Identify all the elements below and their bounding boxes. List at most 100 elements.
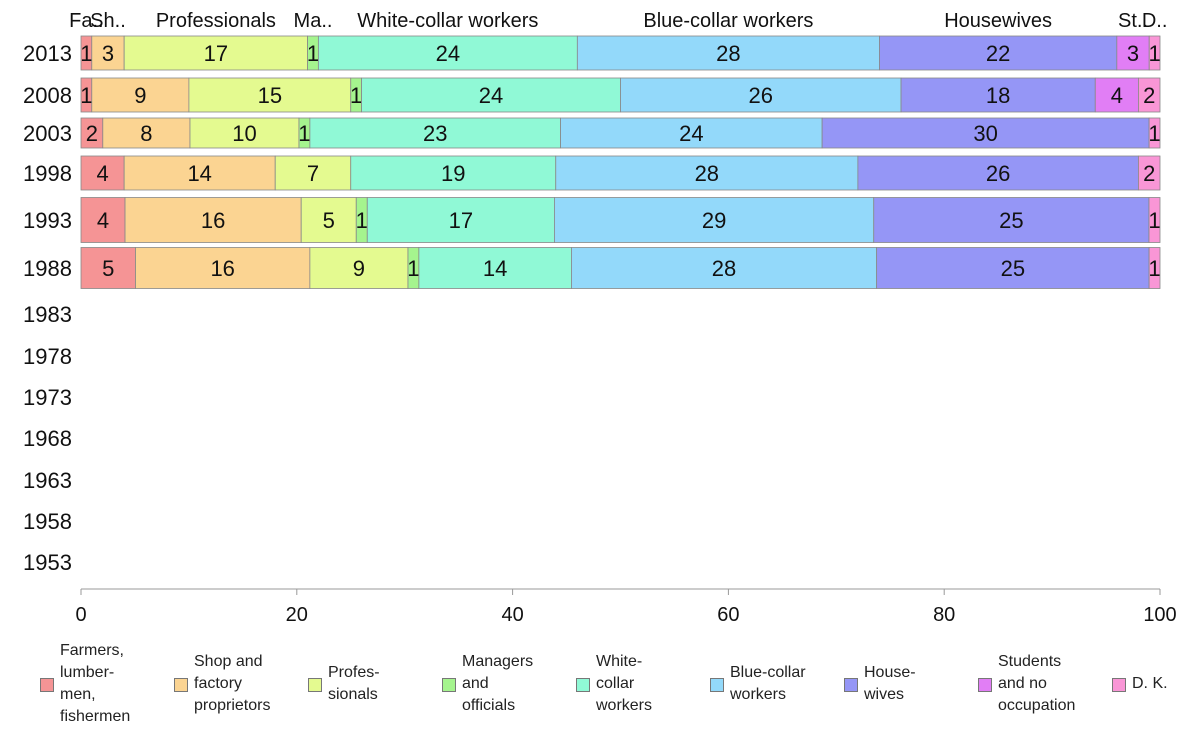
x-tick-label-20: 20 — [286, 604, 308, 626]
top-label-1: Sh.. — [90, 10, 126, 32]
legend-swatch — [1112, 678, 1126, 692]
legend-swatch — [40, 678, 54, 692]
data-label-1988-5: 28 — [712, 256, 736, 281]
data-label-2003-8: 1 — [1148, 121, 1160, 146]
top-label-5: Blue-collar workers — [643, 10, 813, 32]
bar-segment-2008-5 — [620, 77, 902, 113]
data-label-1993-6: 25 — [999, 208, 1023, 233]
data-label-1998-5: 28 — [695, 161, 719, 186]
bar-segment-1998-1 — [123, 155, 276, 191]
bar-segment-1988-8 — [1148, 247, 1161, 289]
bar-segment-1993-1 — [124, 197, 302, 243]
data-label-1988-6: 25 — [1001, 256, 1025, 281]
bar-segment-2003-8 — [1148, 117, 1161, 149]
data-label-2008-8: 2 — [1143, 83, 1155, 108]
data-label-1998-2: 7 — [307, 161, 319, 186]
bar-segment-1993-8 — [1148, 197, 1161, 243]
data-label-1998-0: 4 — [96, 161, 108, 186]
data-label-2008-2: 15 — [258, 83, 282, 108]
data-label-1998-6: 26 — [986, 161, 1010, 186]
data-label-2013-1: 3 — [102, 41, 114, 66]
legend-label: House- wives — [864, 664, 916, 703]
bar-segment-2003-2 — [189, 117, 300, 149]
bar-segment-2008-1 — [91, 77, 190, 113]
year-label-2008: 2008 — [23, 83, 72, 108]
data-label-2003-3: 1 — [298, 121, 310, 146]
year-label-1968: 1968 — [23, 426, 72, 451]
bar-segment-1993-0 — [80, 197, 126, 243]
data-label-2013-8: 1 — [1148, 41, 1160, 66]
legend-label: Students and no occupation — [998, 653, 1076, 714]
top-label-2: Professionals — [156, 10, 276, 32]
data-label-2008-4: 24 — [479, 83, 503, 108]
legend-label: Farmers, lumber- men, fishermen — [60, 642, 131, 725]
data-label-1993-4: 17 — [449, 208, 473, 233]
data-label-2003-6: 30 — [973, 121, 997, 146]
legend-swatch — [442, 678, 456, 692]
x-tick-label-100: 100 — [1143, 604, 1176, 626]
data-label-1993-2: 5 — [323, 208, 335, 233]
year-label-1963: 1963 — [23, 468, 72, 493]
year-label-1953: 1953 — [23, 550, 72, 575]
legend-swatch — [710, 678, 724, 692]
bar-segment-1998-5 — [555, 155, 859, 191]
legend-swatch — [308, 678, 322, 692]
bar-segment-1998-4 — [350, 155, 557, 191]
data-label-1998-1: 14 — [187, 161, 211, 186]
bar-segment-2003-4 — [309, 117, 561, 149]
legend-swatch — [978, 678, 992, 692]
bar-segment-1988-1 — [135, 247, 311, 289]
bar-segment-2013-6 — [879, 35, 1118, 71]
legend: Farmers, lumber- men, fishermen Shop and … — [0, 640, 1188, 736]
data-label-1993-3: 1 — [356, 208, 368, 233]
data-label-1988-0: 5 — [102, 256, 114, 281]
bar-segment-1993-5 — [554, 197, 875, 243]
data-label-2003-5: 24 — [679, 121, 703, 146]
bar-segment-2008-8 — [1138, 77, 1161, 113]
data-label-1993-1: 16 — [201, 208, 225, 233]
data-label-2003-4: 23 — [423, 121, 447, 146]
x-tick-label-80: 80 — [933, 604, 955, 626]
data-label-2003-0: 2 — [86, 121, 98, 146]
data-label-1993-5: 29 — [702, 208, 726, 233]
year-label-1998: 1998 — [23, 161, 72, 186]
data-label-1988-1: 16 — [210, 256, 234, 281]
data-label-2013-5: 28 — [716, 41, 740, 66]
bar-segment-2013-4 — [317, 35, 578, 71]
bar-segment-2008-7 — [1094, 77, 1139, 113]
year-label-1983: 1983 — [23, 302, 72, 327]
bar-segment-2008-2 — [188, 77, 352, 113]
bar-segment-1998-2 — [274, 155, 352, 191]
data-label-2008-6: 18 — [986, 83, 1010, 108]
year-label-1958: 1958 — [23, 509, 72, 534]
year-label-2013: 2013 — [23, 41, 72, 66]
data-label-2008-5: 26 — [749, 83, 773, 108]
legend-swatch — [576, 678, 590, 692]
data-label-2013-3: 1 — [307, 41, 319, 66]
data-label-2013-0: 1 — [80, 41, 92, 66]
bar-segment-1988-2 — [309, 247, 409, 289]
top-label-0: Fa.. — [69, 10, 103, 32]
bar-segment-2003-6 — [821, 117, 1150, 149]
legend-label: Blue-collar workers — [730, 664, 806, 703]
top-label-4: White-collar workers — [357, 10, 538, 32]
data-label-1998-8: 2 — [1143, 161, 1155, 186]
bar-segment-1998-6 — [857, 155, 1139, 191]
data-label-1993-0: 4 — [97, 208, 109, 233]
bar-segment-2003-5 — [560, 117, 823, 149]
data-label-2013-4: 24 — [436, 41, 460, 66]
bar-segment-1988-5 — [571, 247, 878, 289]
data-label-2013-2: 17 — [204, 41, 228, 66]
data-label-2003-2: 10 — [232, 121, 256, 146]
bar-segment-2003-1 — [102, 117, 191, 149]
year-label-1993: 1993 — [23, 208, 72, 233]
data-label-1988-4: 14 — [483, 256, 507, 281]
top-label-8: D.. — [1142, 10, 1168, 32]
year-label-1988: 1988 — [23, 256, 72, 281]
data-label-1988-3: 1 — [407, 256, 419, 281]
bar-segment-2013-5 — [576, 35, 880, 71]
legend-swatch — [844, 678, 858, 692]
bar-segment-1988-6 — [876, 247, 1150, 289]
x-tick-label-0: 0 — [75, 604, 86, 626]
data-label-1988-8: 1 — [1148, 256, 1160, 281]
